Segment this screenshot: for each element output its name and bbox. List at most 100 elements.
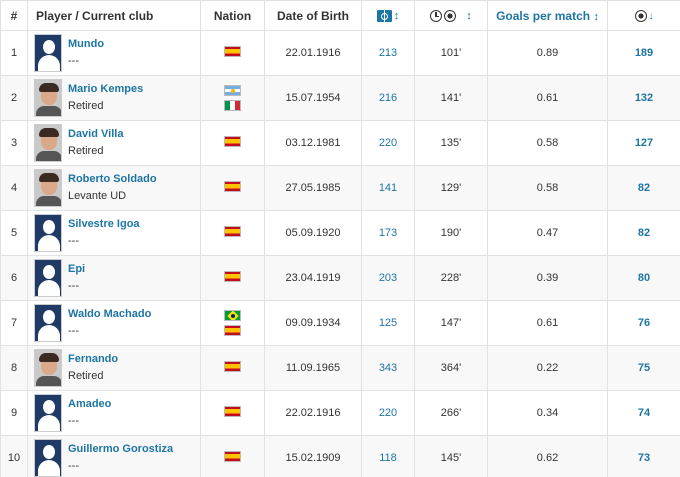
sort-icon: ↕ xyxy=(466,10,472,23)
spain-flag-icon xyxy=(224,181,241,192)
player-placeholder-avatar[interactable] xyxy=(34,439,62,477)
player-name-link[interactable]: Mundo xyxy=(68,38,105,50)
player-cell: Guillermo Gorostiza --- xyxy=(27,435,201,477)
goals-per-match-cell: 0.34 xyxy=(487,390,608,436)
goals-link[interactable]: 189 xyxy=(607,30,680,76)
dob-cell: 23.04.1919 xyxy=(264,255,362,301)
appearances-link[interactable]: 213 xyxy=(361,30,415,76)
minutes-per-goal-cell: 364' xyxy=(414,345,488,391)
player-photo[interactable] xyxy=(34,349,62,387)
nation-cell xyxy=(200,120,265,166)
appearances-link[interactable]: 118 xyxy=(361,435,415,477)
current-club: Retired xyxy=(68,100,104,112)
goals-per-match-cell: 0.89 xyxy=(487,30,608,76)
spain-flag-icon xyxy=(224,361,241,372)
nation-cell xyxy=(200,435,265,477)
goals-header[interactable]: ↓ xyxy=(607,0,680,31)
goals-per-match-cell: 0.61 xyxy=(487,75,608,121)
rank-header: # xyxy=(0,0,28,31)
player-name-link[interactable]: Epi xyxy=(68,263,86,275)
player-photo[interactable] xyxy=(34,124,62,162)
goals-link[interactable]: 74 xyxy=(607,390,680,436)
appearances-link[interactable]: 125 xyxy=(361,300,415,346)
rank-cell: 8 xyxy=(0,345,28,391)
appearances-link[interactable]: 203 xyxy=(361,255,415,301)
pitch-icon xyxy=(376,10,392,23)
rank-cell: 6 xyxy=(0,255,28,301)
goals-link[interactable]: 75 xyxy=(607,345,680,391)
goals-link[interactable]: 82 xyxy=(607,210,680,256)
minutes-per-goal-header[interactable]: ↕ xyxy=(414,0,488,31)
appearances-link[interactable]: 220 xyxy=(361,390,415,436)
appearances-link[interactable]: 173 xyxy=(361,210,415,256)
goals-per-match-cell: 0.58 xyxy=(487,120,608,166)
goals-link[interactable]: 127 xyxy=(607,120,680,166)
table-row: 8 Fernando Retired 11.09.1965 343 364' 0… xyxy=(0,345,680,391)
player-placeholder-avatar[interactable] xyxy=(34,34,62,72)
brazil-flag-icon xyxy=(224,310,241,321)
minutes-per-goal-cell: 147' xyxy=(414,300,488,346)
player-name-link[interactable]: Roberto Soldado xyxy=(68,173,157,185)
appearances-link[interactable]: 141 xyxy=(361,165,415,211)
player-cell: David Villa Retired xyxy=(27,120,201,166)
appearances-link[interactable]: 343 xyxy=(361,345,415,391)
nation-cell xyxy=(200,210,265,256)
table-row: 5 Silvestre Igoa --- 05.09.1920 173 190'… xyxy=(0,210,680,256)
player-name-link[interactable]: Waldo Machado xyxy=(68,308,152,320)
current-club: Levante UD xyxy=(68,190,127,202)
spain-flag-icon xyxy=(224,226,241,237)
table-row: 7 Waldo Machado --- 09.09.1934 125 147' … xyxy=(0,300,680,346)
appearances-header[interactable]: ↕ xyxy=(361,0,415,31)
goals-per-match-cell: 0.62 xyxy=(487,435,608,477)
spain-flag-icon xyxy=(224,451,241,462)
player-placeholder-avatar[interactable] xyxy=(34,259,62,297)
rank-cell: 3 xyxy=(0,120,28,166)
goals-link[interactable]: 73 xyxy=(607,435,680,477)
appearances-link[interactable]: 216 xyxy=(361,75,415,121)
argentina-flag-icon xyxy=(224,85,241,96)
clock-icon xyxy=(430,10,443,23)
player-placeholder-avatar[interactable] xyxy=(34,304,62,342)
minutes-per-goal-cell: 135' xyxy=(414,120,488,166)
appearances-link[interactable]: 220 xyxy=(361,120,415,166)
player-name-link[interactable]: David Villa xyxy=(68,128,124,140)
player-name-link[interactable]: Silvestre Igoa xyxy=(68,218,140,230)
player-placeholder-avatar[interactable] xyxy=(34,214,62,252)
nation-cell xyxy=(200,30,265,76)
minutes-per-goal-cell: 129' xyxy=(414,165,488,211)
player-cell: Roberto Soldado Levante UD xyxy=(27,165,201,211)
player-name-link[interactable]: Mario Kempes xyxy=(68,83,144,95)
player-name-link[interactable]: Fernando xyxy=(68,353,119,365)
goals-link[interactable]: 76 xyxy=(607,300,680,346)
sort-icon: ↕ xyxy=(593,10,599,23)
player-name-link[interactable]: Amadeo xyxy=(68,398,112,410)
table-row: 3 David Villa Retired 03.12.1981 220 135… xyxy=(0,120,680,166)
nation-cell xyxy=(200,75,265,121)
goals-link[interactable]: 132 xyxy=(607,75,680,121)
goals-per-match-cell: 0.22 xyxy=(487,345,608,391)
player-name-link[interactable]: Guillermo Gorostiza xyxy=(68,443,174,455)
goals-per-match-cell: 0.47 xyxy=(487,210,608,256)
player-photo[interactable] xyxy=(34,169,62,207)
goals-link[interactable]: 80 xyxy=(607,255,680,301)
rank-cell: 9 xyxy=(0,390,28,436)
dob-cell: 15.02.1909 xyxy=(264,435,362,477)
goals-per-match-header[interactable]: Goals per match ↕ xyxy=(487,0,608,31)
spain-flag-icon xyxy=(224,271,241,282)
player-placeholder-avatar[interactable] xyxy=(34,394,62,432)
dob-header: Date of Birth xyxy=(264,0,362,31)
current-club: --- xyxy=(68,325,79,337)
nation-cell xyxy=(200,165,265,211)
rank-cell: 7 xyxy=(0,300,28,346)
rank-cell: 10 xyxy=(0,435,28,477)
minutes-per-goal-cell: 145' xyxy=(414,435,488,477)
player-cell: Silvestre Igoa --- xyxy=(27,210,201,256)
goals-link[interactable]: 82 xyxy=(607,165,680,211)
dob-cell: 03.12.1981 xyxy=(264,120,362,166)
nation-cell xyxy=(200,345,265,391)
player-cell: Mario Kempes Retired xyxy=(27,75,201,121)
table-row: 1 Mundo --- 22.01.1916 213 101' 0.89 189 xyxy=(0,30,680,76)
sort-desc-icon: ↓ xyxy=(648,10,654,22)
player-photo[interactable] xyxy=(34,79,62,117)
